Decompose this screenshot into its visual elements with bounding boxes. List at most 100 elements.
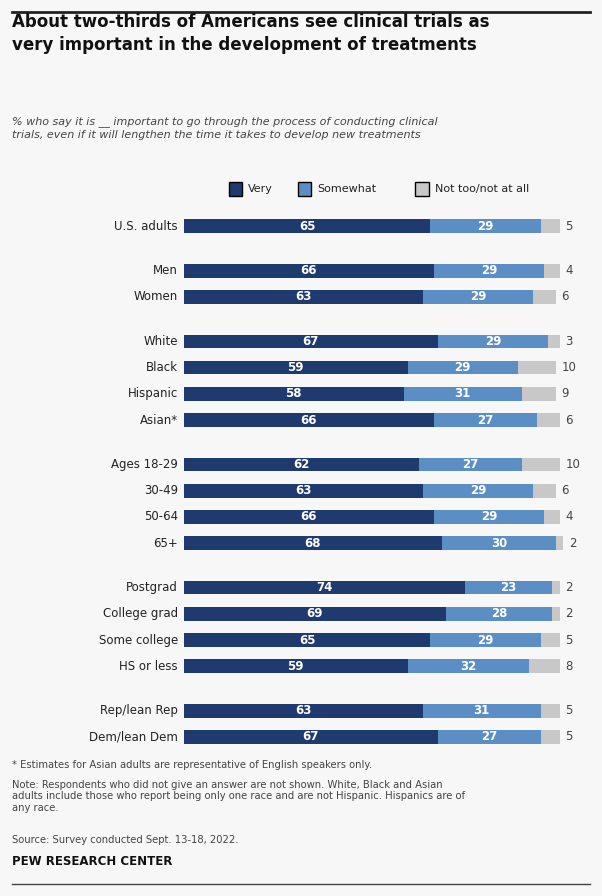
Bar (529, 659, 560, 673)
Text: 28: 28 (491, 607, 507, 620)
Text: 62: 62 (293, 458, 309, 471)
Bar (544, 510, 560, 524)
Text: 31: 31 (455, 387, 471, 401)
Text: Somewhat: Somewhat (317, 184, 376, 194)
Text: 67: 67 (303, 335, 319, 348)
Text: 29: 29 (470, 290, 486, 304)
Bar (184, 264, 434, 278)
Bar (184, 361, 408, 375)
Text: 74: 74 (316, 582, 332, 594)
Text: 65+: 65+ (153, 537, 178, 549)
Text: PEW RESEARCH CENTER: PEW RESEARCH CENTER (12, 855, 172, 868)
Bar (184, 220, 430, 233)
Text: Asian*: Asian* (140, 414, 178, 426)
Bar (419, 458, 521, 471)
Text: 29: 29 (477, 220, 494, 233)
Text: 10: 10 (562, 361, 576, 375)
Bar (184, 607, 445, 621)
Text: College grad: College grad (103, 607, 178, 620)
Bar (533, 484, 556, 497)
Text: 30-49: 30-49 (144, 484, 178, 497)
Bar (184, 290, 423, 304)
Bar (408, 659, 529, 673)
Bar (184, 704, 423, 718)
Text: 4: 4 (565, 511, 573, 523)
Text: 8: 8 (565, 659, 573, 673)
Bar (423, 484, 533, 497)
Text: 65: 65 (299, 220, 315, 233)
Text: 27: 27 (481, 730, 497, 744)
Text: 59: 59 (287, 361, 304, 375)
Text: 5: 5 (565, 220, 573, 233)
Bar (184, 581, 465, 594)
Bar (541, 704, 560, 718)
Bar (184, 484, 423, 497)
Text: Ages 18-29: Ages 18-29 (111, 458, 178, 471)
Text: 2: 2 (565, 582, 573, 594)
Bar (521, 458, 560, 471)
Bar (184, 730, 438, 744)
Text: 63: 63 (295, 704, 311, 717)
Bar (434, 264, 544, 278)
Text: Black: Black (146, 361, 178, 375)
Text: About two-thirds of Americans see clinical trials as
very important in the devel: About two-thirds of Americans see clinic… (12, 13, 489, 54)
Bar (541, 633, 560, 647)
Text: White: White (143, 335, 178, 348)
Bar (438, 335, 548, 349)
Bar (465, 581, 552, 594)
Bar (438, 730, 541, 744)
Text: 4: 4 (565, 264, 573, 277)
Text: 5: 5 (565, 730, 573, 744)
Text: 2: 2 (569, 537, 577, 549)
Text: 59: 59 (287, 659, 304, 673)
Text: Some college: Some college (99, 633, 178, 647)
Bar (184, 633, 430, 647)
Text: 23: 23 (500, 582, 517, 594)
Bar (434, 510, 544, 524)
Text: Dem/lean Dem: Dem/lean Dem (89, 730, 178, 744)
Bar (442, 537, 556, 550)
Bar (533, 290, 556, 304)
Text: HS or less: HS or less (119, 659, 178, 673)
Bar (521, 387, 556, 401)
Text: 31: 31 (474, 704, 490, 717)
Text: 6: 6 (565, 414, 573, 426)
Bar (430, 220, 541, 233)
Bar (537, 413, 560, 426)
Text: 66: 66 (300, 414, 317, 426)
Bar (184, 537, 442, 550)
Text: 68: 68 (305, 537, 321, 549)
Text: 32: 32 (461, 659, 477, 673)
Text: 5: 5 (565, 633, 573, 647)
Text: Hispanic: Hispanic (128, 387, 178, 401)
Text: 63: 63 (295, 290, 311, 304)
Text: 66: 66 (300, 264, 317, 277)
Text: % who say it is __ important to go through the process of conducting clinical
tr: % who say it is __ important to go throu… (12, 116, 438, 140)
Bar (404, 387, 521, 401)
Text: 6: 6 (562, 290, 569, 304)
Bar (552, 607, 560, 621)
Text: 69: 69 (306, 607, 323, 620)
Bar (518, 361, 556, 375)
Bar (434, 413, 537, 426)
Text: 29: 29 (477, 633, 494, 647)
Text: 63: 63 (295, 484, 311, 497)
Text: 67: 67 (303, 730, 319, 744)
Text: 29: 29 (481, 511, 497, 523)
Text: 29: 29 (481, 264, 497, 277)
Bar (184, 659, 408, 673)
Bar (423, 290, 533, 304)
Bar (430, 633, 541, 647)
Bar (541, 220, 560, 233)
Text: 29: 29 (485, 335, 501, 348)
Bar (541, 730, 560, 744)
Text: Source: Survey conducted Sept. 13-18, 2022.: Source: Survey conducted Sept. 13-18, 20… (12, 835, 238, 845)
Text: 66: 66 (300, 511, 317, 523)
Bar (184, 413, 434, 426)
Bar (423, 704, 541, 718)
Text: 27: 27 (477, 414, 494, 426)
Bar (184, 458, 419, 471)
Text: Note: Respondents who did not give an answer are not shown. White, Black and Asi: Note: Respondents who did not give an an… (12, 780, 465, 813)
Text: 6: 6 (562, 484, 569, 497)
Text: 65: 65 (299, 633, 315, 647)
